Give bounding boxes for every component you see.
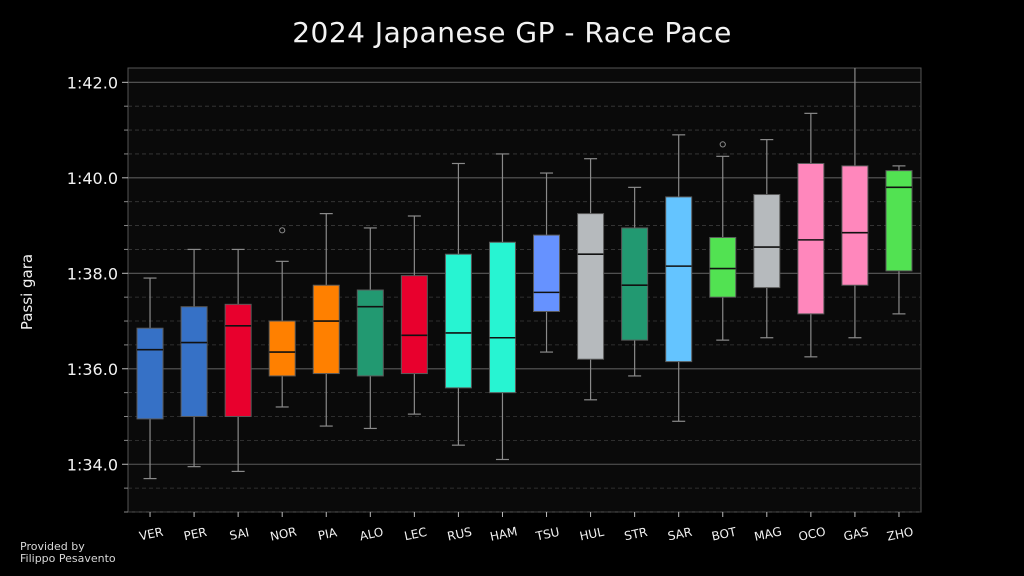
box-gas (841, 165, 869, 286)
box-sar (665, 196, 693, 363)
credit-line-1: Provided by (20, 540, 85, 553)
box-sai (224, 303, 252, 418)
x-tick-label: SAR (666, 525, 693, 544)
y-tick-label: 1:34.0 (67, 455, 118, 474)
y-tick-label: 1:42.0 (67, 73, 118, 92)
x-tick-label: HAM (489, 524, 519, 543)
x-tick-label: RUS (446, 525, 473, 544)
box-zho (885, 170, 913, 272)
plot-area (127, 67, 922, 513)
x-tick-label: SAI (228, 525, 250, 543)
box-rus (444, 253, 472, 389)
x-tick-label: MAG (753, 524, 783, 543)
x-tick-label: ALO (358, 525, 384, 544)
y-tick-label: 1:40.0 (67, 169, 118, 188)
x-tick-label: OCO (797, 524, 827, 543)
x-tick-label: PER (182, 525, 208, 544)
box-alo (356, 289, 384, 377)
outlier-point (719, 141, 726, 148)
y-tick-label: 1:38.0 (67, 264, 118, 283)
x-tick-label: HUL (578, 525, 605, 544)
box-oco (797, 162, 825, 315)
box-lec (400, 275, 428, 375)
credit-line-2: Filippo Pesavento (20, 552, 116, 565)
outlier-point (279, 227, 286, 234)
box-pia (312, 284, 340, 375)
x-tick-label: BOT (710, 525, 738, 544)
box-str (621, 227, 649, 341)
y-tick-label: 1:36.0 (67, 360, 118, 379)
box-bot (709, 236, 737, 298)
x-tick-label: ZHO (886, 524, 915, 543)
x-tick-label: VER (138, 525, 165, 544)
box-ham (488, 241, 516, 394)
x-tick-label: NOR (269, 524, 298, 543)
box-nor (268, 320, 296, 377)
box-hul (577, 213, 605, 360)
x-tick-label: TSU (534, 525, 561, 544)
x-tick-label: GAS (842, 525, 869, 544)
chart-title: 2024 Japanese GP - Race Pace (292, 16, 732, 49)
credit-text: Provided by Filippo Pesavento (20, 541, 116, 565)
x-tick-label: LEC (403, 525, 428, 543)
box-per (180, 306, 208, 418)
box-mag (753, 194, 781, 289)
box-ver (136, 327, 164, 420)
x-tick-label: PIA (317, 525, 339, 543)
box-tsu (533, 234, 561, 312)
x-tick-label: STR (623, 525, 649, 544)
